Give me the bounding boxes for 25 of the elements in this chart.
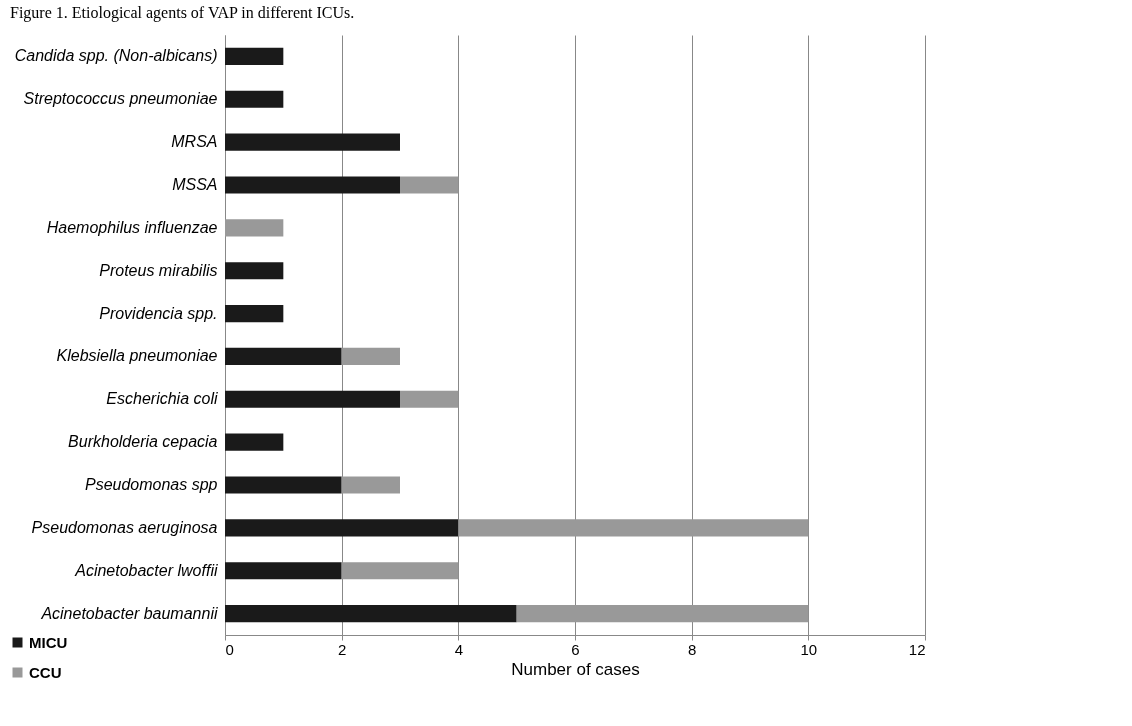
y-tick-label: Klebsiella pneumoniae (56, 347, 218, 365)
y-tick-label: MSSA (172, 176, 218, 193)
y-tick-label: Escherichia coli (106, 390, 218, 408)
y-tick-label: Streptococcus pneumoniae (23, 90, 218, 108)
x-tick-label: 4 (454, 640, 464, 658)
y-tick-label: MRSA (171, 133, 218, 151)
y-tick-label: Providencia spp. (99, 304, 218, 322)
x-tick-label: 12 (908, 640, 926, 658)
y-tick-label: Candida spp. (Non-albicans) (14, 47, 218, 65)
x-tick-label: 8 (687, 640, 697, 658)
x-axis-title: Number of cases (511, 659, 640, 679)
chart-title: Figure 1. Etiological agents of VAP in different ICUs. (10, 4, 355, 22)
x-tick-label: 6 (571, 640, 580, 658)
x-tick-label: 10 (800, 640, 818, 658)
x-tick-label: 0 (225, 640, 234, 658)
y-tick-label: Haemophilus influenzae (46, 218, 218, 236)
y-tick-label: Acinetobacter lwoffii (74, 561, 218, 579)
y-tick-label: Pseudomonas aeruginosa (31, 518, 218, 536)
y-tick-label: Acinetobacter baumannii (40, 604, 218, 622)
y-tick-label: Pseudomonas spp (84, 476, 218, 493)
legend-label: CCU (29, 663, 62, 681)
y-tick-label: Proteus mirabilis (99, 261, 218, 279)
legend-label: MICU (29, 633, 68, 651)
x-tick-label: 2 (337, 640, 347, 658)
y-tick-label: Burkholderia cepacia (68, 433, 218, 451)
